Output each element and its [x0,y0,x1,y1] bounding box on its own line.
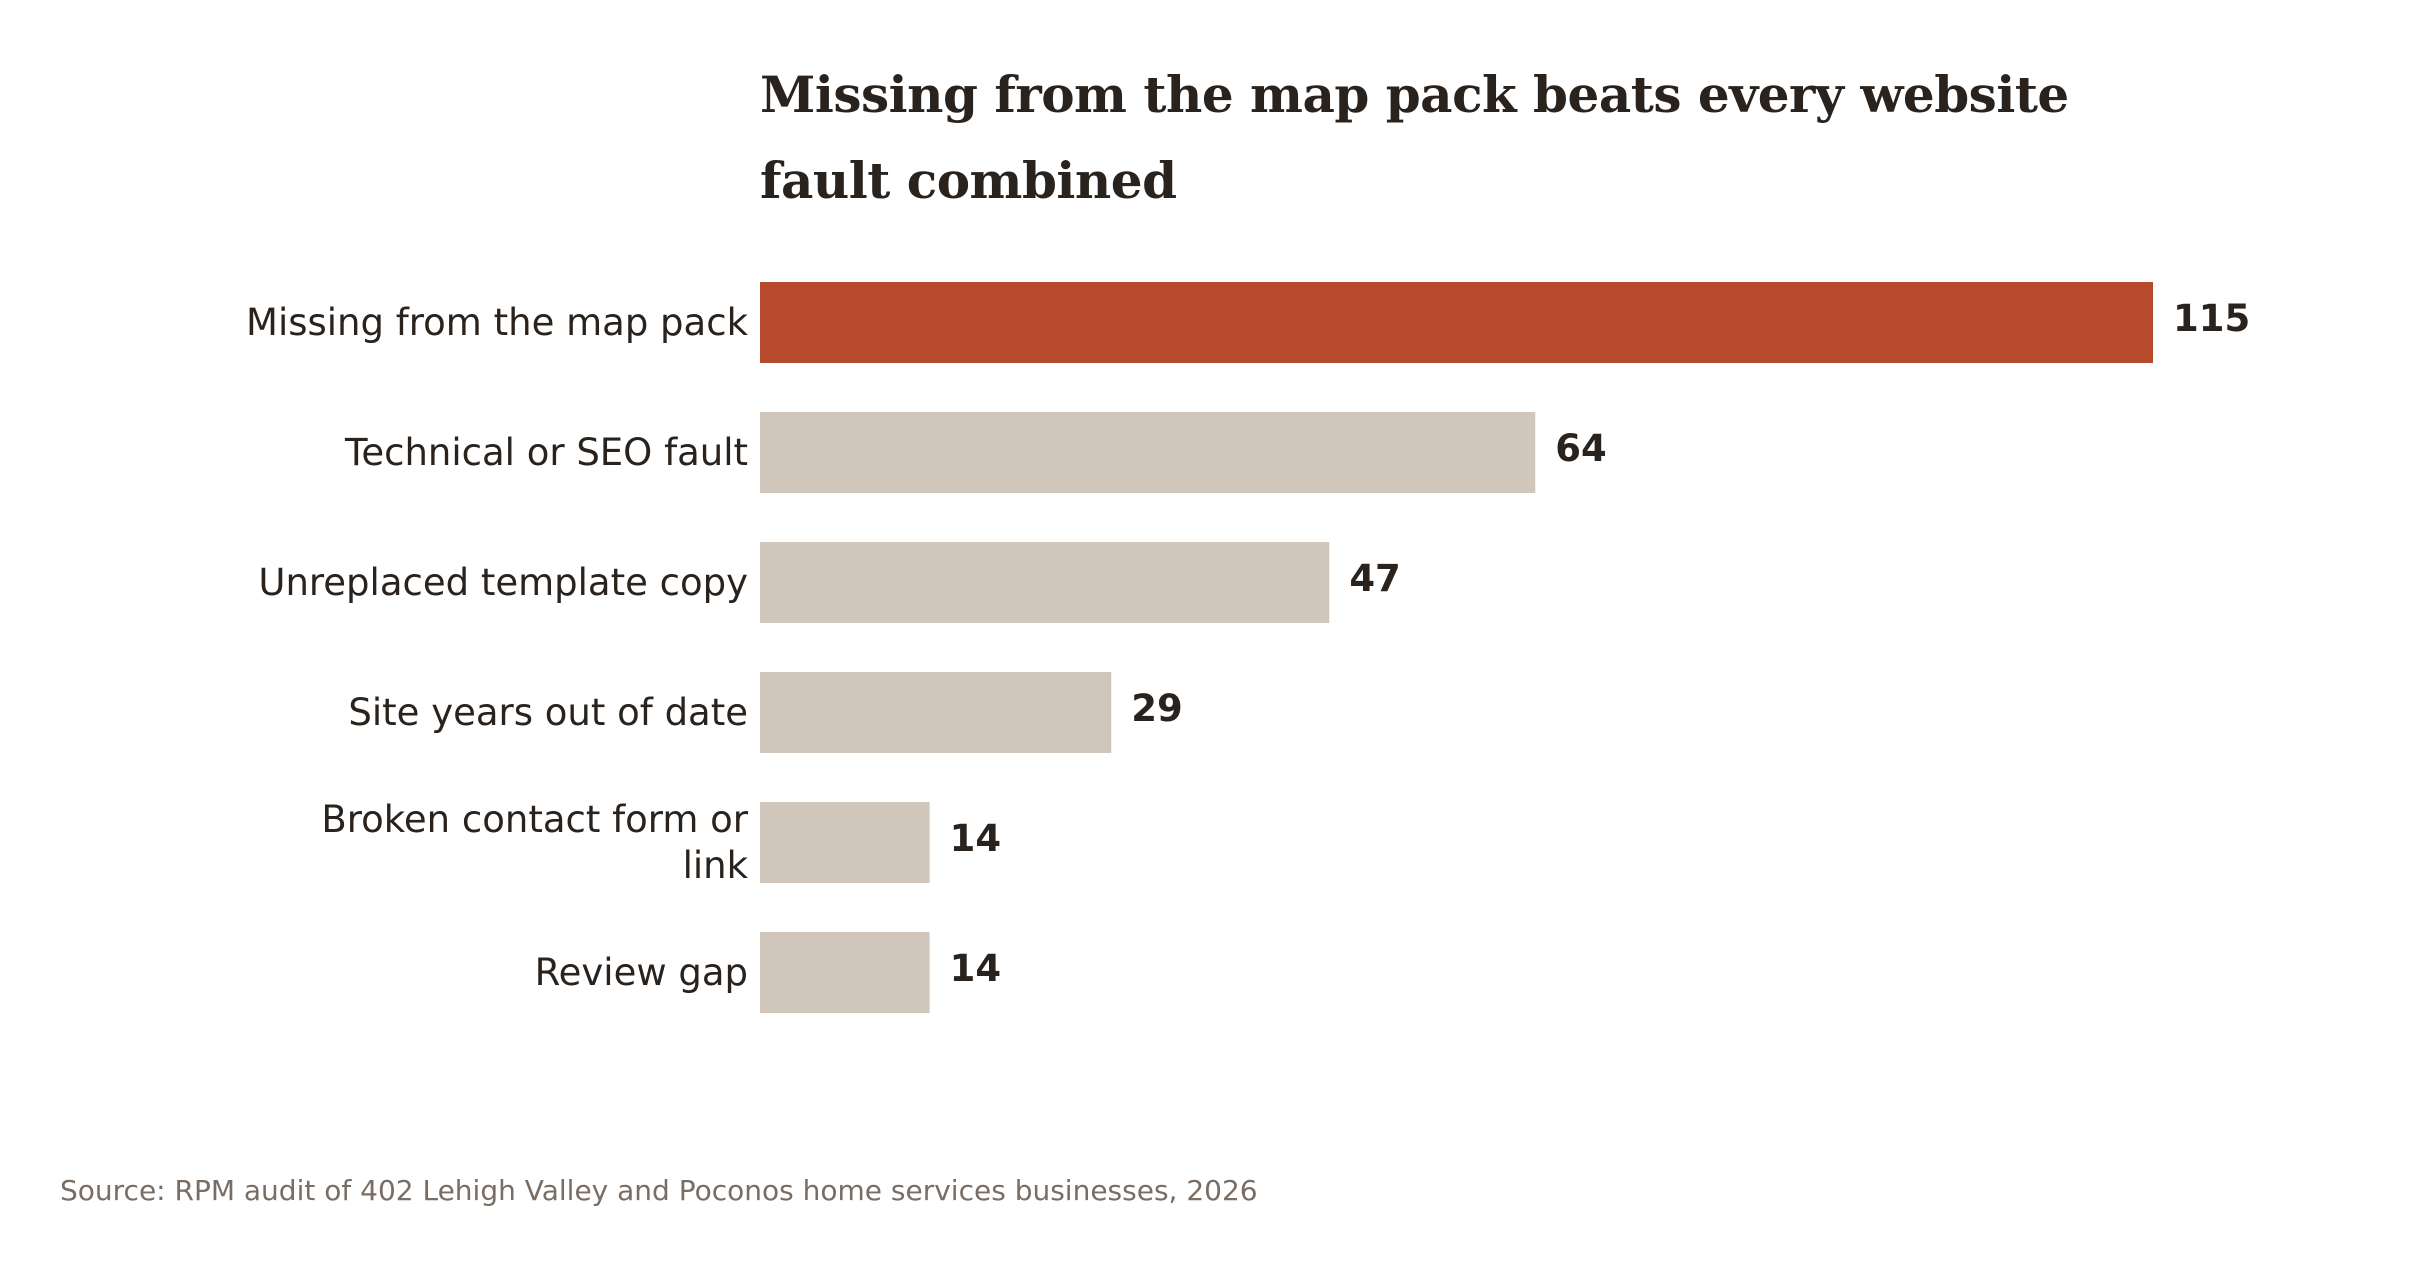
bar-value-label: 47 [1349,557,1401,600]
category-label: Review gap [535,951,748,994]
bar-value-label: 14 [950,817,1002,860]
bar-4 [760,802,930,883]
bar-1 [760,412,1536,493]
source-note: Source: RPM audit of 402 Lehigh Valley a… [60,1174,1258,1207]
category-label: Site years out of date [348,691,748,734]
bar-value-label: 64 [1555,427,1607,470]
bar-value-label: 115 [2173,297,2250,340]
bar-5 [760,932,930,1013]
category-label: Missing from the map pack [246,301,749,344]
bar-value-label: 29 [1131,687,1183,730]
bar-3 [760,672,1112,753]
bar-0 [760,282,2153,363]
bar-2 [760,542,1330,623]
category-label: Technical or SEO fault [344,431,748,474]
bar-value-label: 14 [950,947,1002,990]
chart-title: Missing from the map pack beats every we… [760,65,2069,210]
category-label: Unreplaced template copy [258,561,748,604]
category-label: Broken contact form or link [321,798,748,887]
